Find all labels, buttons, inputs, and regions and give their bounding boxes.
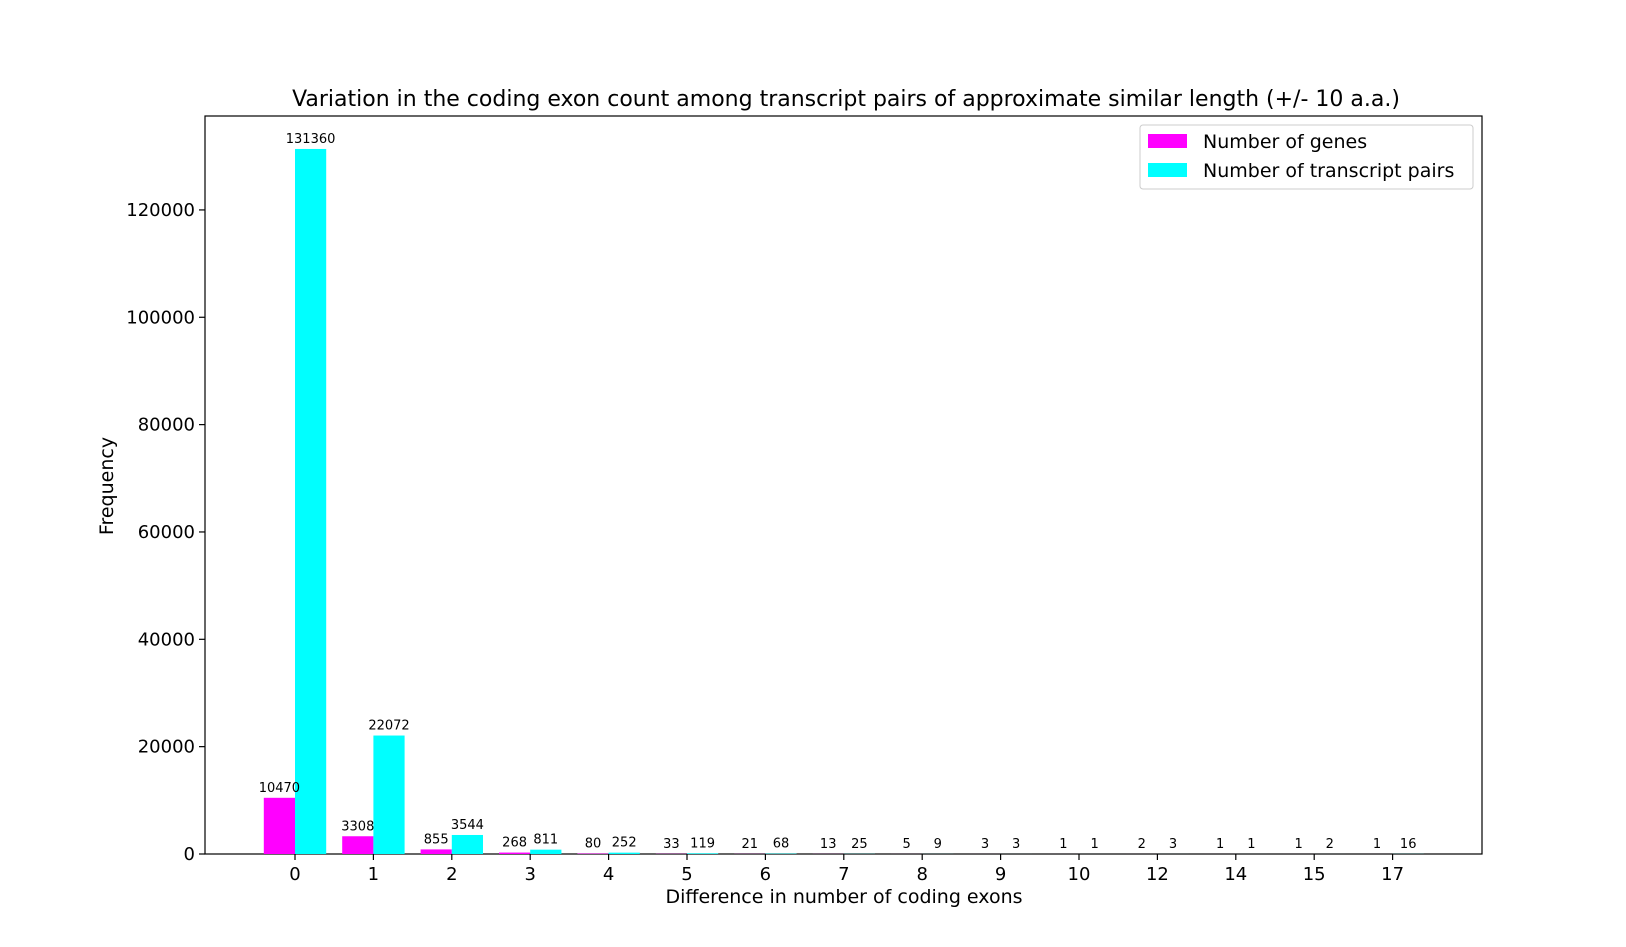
x-tick-label-6: 6 [760, 864, 771, 885]
legend-label-transcript-pairs: Number of transcript pairs [1203, 160, 1454, 182]
y-tick-label-0: 0 [184, 844, 195, 865]
data-label-genes-3: 268 [502, 836, 527, 851]
x-tick-label-8: 8 [916, 864, 927, 885]
x-tick-label-0: 0 [289, 864, 300, 885]
data-label-transcript-pairs-6: 68 [773, 837, 790, 852]
data-label-transcript-pairs-12: 3 [1169, 837, 1177, 852]
data-label-transcript-pairs-7: 25 [851, 837, 868, 852]
x-axis: 0 1 2 3 4 5 6 7 8 9 10 12 14 15 17 [289, 854, 1404, 885]
data-label-genes-6: 21 [742, 837, 759, 852]
data-label-genes-14: 1 [1216, 837, 1224, 852]
bar-transcript-pairs-2 [451, 834, 483, 854]
x-tick-label-2: 2 [446, 864, 457, 885]
data-label-transcript-pairs-10: 1 [1090, 837, 1098, 852]
bar-genes-2 [420, 849, 452, 854]
data-label-genes-0: 10470 [259, 781, 300, 796]
x-tick-label-12: 12 [1146, 864, 1169, 885]
data-label-genes-12: 2 [1138, 837, 1146, 852]
x-tick-label-14: 14 [1224, 864, 1247, 885]
data-label-genes-4: 80 [585, 837, 602, 852]
y-tick-label-120000: 120000 [126, 200, 195, 221]
y-tick-label-80000: 80000 [138, 415, 195, 436]
bar-transcript-pairs-5 [687, 853, 719, 854]
y-tick-label-60000: 60000 [138, 522, 195, 543]
y-tick-label-20000: 20000 [138, 737, 195, 758]
data-label-transcript-pairs-2: 3544 [451, 818, 484, 833]
x-tick-label-7: 7 [838, 864, 849, 885]
x-tick-label-17: 17 [1381, 864, 1404, 885]
bar-transcript-pairs-4 [608, 852, 640, 854]
data-label-genes-2: 855 [424, 832, 449, 847]
data-label-genes-1: 3308 [341, 819, 374, 834]
bar-genes-3 [499, 852, 531, 854]
data-label-transcript-pairs-17: 16 [1400, 837, 1417, 852]
x-tick-label-10: 10 [1068, 864, 1091, 885]
x-tick-label-4: 4 [603, 864, 614, 885]
data-label-transcript-pairs-3: 811 [533, 833, 558, 848]
x-tick-label-3: 3 [524, 864, 535, 885]
data-label-transcript-pairs-5: 119 [690, 836, 715, 851]
legend-swatch-genes [1148, 134, 1187, 148]
legend-swatch-transcript-pairs [1148, 163, 1187, 177]
legend: Number of genes Number of transcript pai… [1139, 124, 1474, 190]
x-axis-title: Difference in number of coding exons [665, 886, 1022, 908]
bar-transcript-pairs-3 [530, 849, 562, 854]
bar-transcript-pairs-0 [295, 148, 327, 854]
x-tick-label-5: 5 [681, 864, 692, 885]
data-label-genes-5: 33 [663, 837, 680, 852]
data-label-transcript-pairs-9: 3 [1012, 837, 1020, 852]
y-axis-title: Frequency [96, 437, 118, 535]
data-label-transcript-pairs-1: 22072 [368, 719, 409, 734]
bars-layer [263, 148, 1424, 854]
data-label-genes-10: 1 [1059, 837, 1067, 852]
legend-label-genes: Number of genes [1203, 131, 1367, 153]
data-label-transcript-pairs-15: 2 [1326, 837, 1334, 852]
y-tick-label-100000: 100000 [126, 307, 195, 328]
data-label-transcript-pairs-14: 1 [1247, 837, 1255, 852]
y-axis: 0 20000 40000 60000 80000 100000 120000 [126, 200, 205, 865]
data-label-transcript-pairs-0: 131360 [286, 132, 336, 147]
x-tick-label-15: 15 [1303, 864, 1326, 885]
data-label-transcript-pairs-8: 9 [934, 837, 942, 852]
bar-transcript-pairs-1 [373, 735, 405, 854]
x-tick-label-1: 1 [368, 864, 379, 885]
x-tick-label-9: 9 [995, 864, 1006, 885]
data-label-transcript-pairs-4: 252 [612, 836, 637, 851]
y-tick-label-40000: 40000 [138, 629, 195, 650]
data-label-genes-8: 5 [902, 837, 910, 852]
legend-box [1139, 124, 1474, 190]
data-label-genes-17: 1 [1373, 837, 1381, 852]
data-label-genes-7: 13 [820, 837, 837, 852]
bar-genes-0 [263, 797, 295, 854]
data-label-genes-15: 1 [1294, 837, 1302, 852]
bar-genes-1 [342, 836, 374, 854]
chart-title: Variation in the coding exon count among… [292, 87, 1400, 112]
data-label-genes-9: 3 [981, 837, 989, 852]
